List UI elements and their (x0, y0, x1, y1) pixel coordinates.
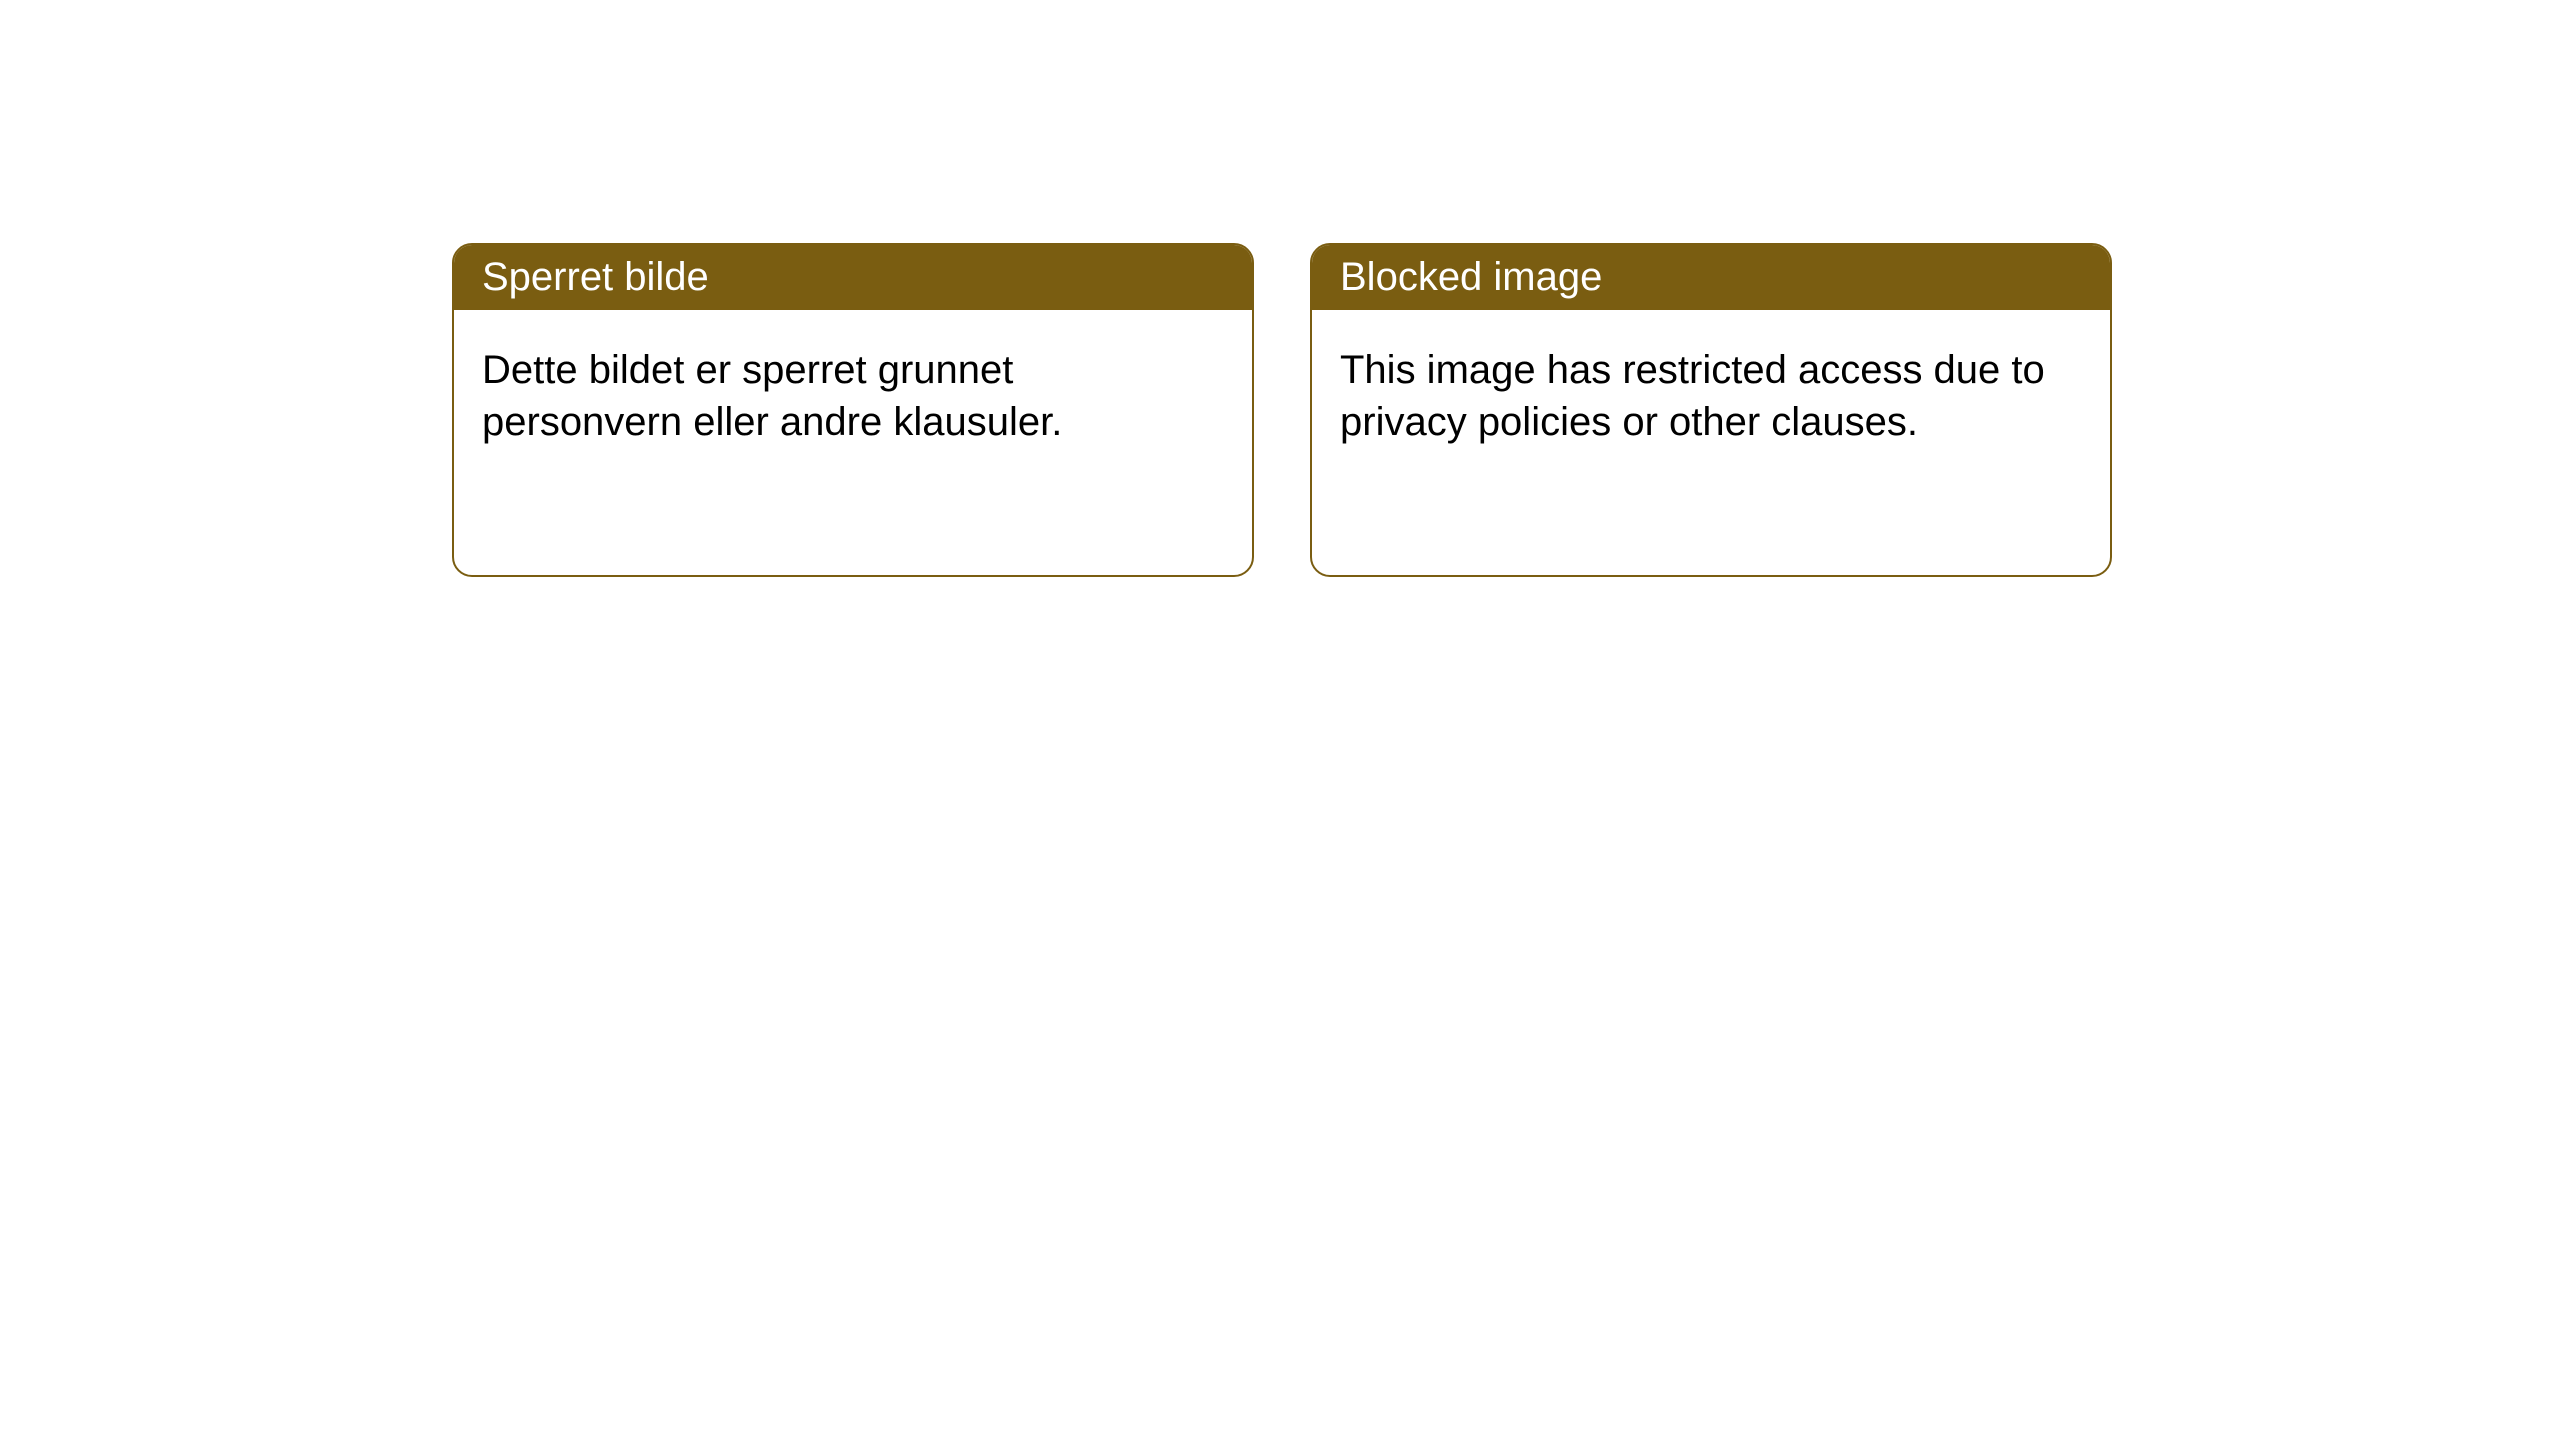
notice-card-english: Blocked image This image has restricted … (1310, 243, 2112, 577)
card-title: Blocked image (1340, 255, 1602, 299)
card-body-text: Dette bildet er sperret grunnet personve… (482, 348, 1062, 444)
notice-cards-container: Sperret bilde Dette bildet er sperret gr… (0, 0, 2560, 577)
card-header: Blocked image (1312, 245, 2110, 310)
card-body: This image has restricted access due to … (1312, 310, 2110, 482)
notice-card-norwegian: Sperret bilde Dette bildet er sperret gr… (452, 243, 1254, 577)
card-header: Sperret bilde (454, 245, 1252, 310)
card-title: Sperret bilde (482, 255, 709, 299)
card-body: Dette bildet er sperret grunnet personve… (454, 310, 1252, 482)
card-body-text: This image has restricted access due to … (1340, 348, 2045, 444)
